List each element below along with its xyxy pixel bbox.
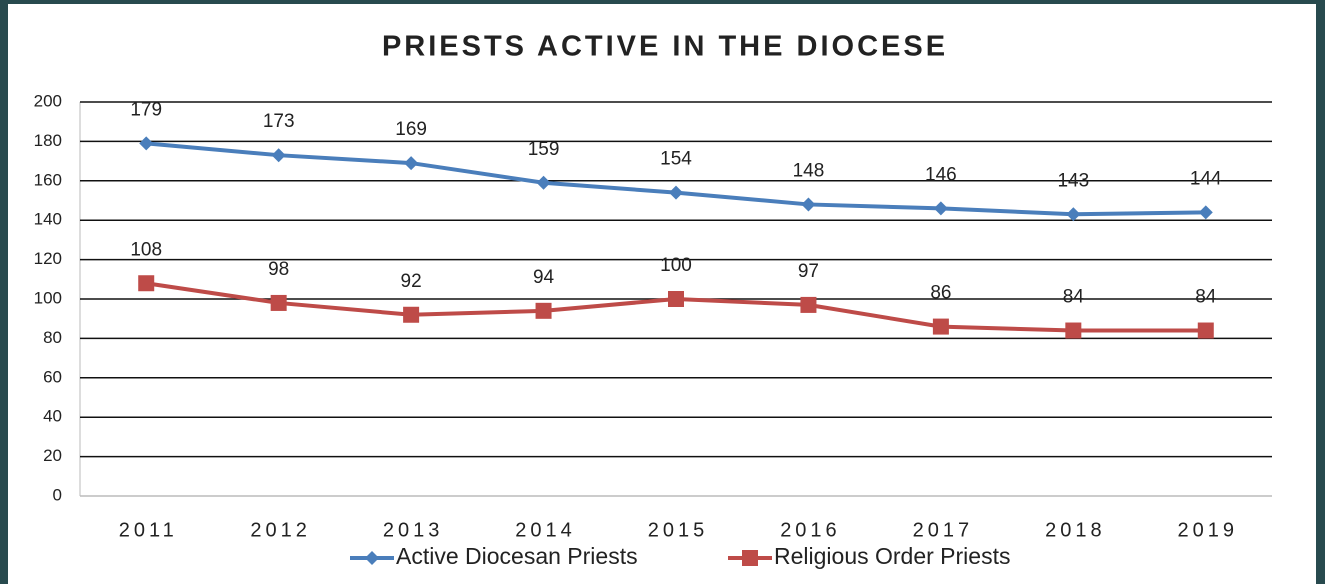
data-label: 146 [925,164,957,185]
panel [8,4,1316,584]
data-label: 84 [1063,287,1085,308]
data-label: 159 [528,139,560,160]
data-point [1198,205,1213,220]
y-tick-label: 40 [43,407,62,426]
data-point [404,156,419,171]
data-point [138,275,155,292]
y-tick-label: 100 [34,288,62,307]
data-point [535,302,552,319]
data-point [1066,207,1081,222]
data-label: 100 [660,255,692,276]
data-label: 108 [130,239,162,260]
data-point [801,197,816,212]
data-point [1065,322,1082,339]
data-label: 98 [268,259,289,280]
chart-title: PRIESTS ACTIVE IN THE DIOCESE [382,31,948,63]
data-label: 86 [930,283,951,304]
data-label: 143 [1057,170,1089,191]
data-point [1197,322,1214,339]
x-tick-label: 2012 [250,519,311,541]
data-label: 92 [401,271,422,292]
data-point [536,175,551,190]
y-tick-label: 160 [34,170,62,189]
data-label: 94 [533,267,555,288]
data-label: 144 [1190,168,1222,189]
y-tick-label: 60 [43,367,62,386]
data-point [800,296,817,313]
x-tick-label: 2018 [1045,519,1106,541]
data-label: 84 [1195,287,1217,308]
x-tick-label: 2014 [515,519,576,541]
data-label: 173 [263,111,295,132]
data-label: 179 [130,99,162,120]
y-tick-label: 180 [34,131,62,150]
data-point [933,201,948,216]
x-tick-label: 2016 [780,519,841,541]
x-tick-label: 2011 [119,519,178,541]
x-tick-label: 2017 [913,519,974,541]
y-tick-label: 200 [34,91,62,110]
data-label: 97 [798,261,819,282]
y-tick-label: 20 [43,446,62,465]
y-tick-label: 80 [43,328,62,347]
data-point [403,306,420,323]
data-point [270,294,287,311]
y-tick-label: 140 [34,210,62,229]
data-point [669,185,683,200]
data-label: 154 [660,149,692,170]
data-point [271,148,286,163]
y-tick-label: 0 [53,485,62,504]
x-tick-label: 2015 [648,519,709,541]
y-tick-label: 120 [34,249,62,268]
data-point [932,318,949,335]
legend-marker [365,551,379,565]
data-point [139,136,154,151]
legend-label: Active Diocesan Priests [396,543,638,569]
x-tick-label: 2013 [383,519,444,541]
data-point [668,291,684,307]
x-tick-label: 2019 [1178,519,1239,541]
legend-marker [742,550,758,566]
data-label: 169 [395,119,427,140]
legend-label: Religious Order Priests [774,543,1010,569]
data-label: 148 [793,160,825,181]
